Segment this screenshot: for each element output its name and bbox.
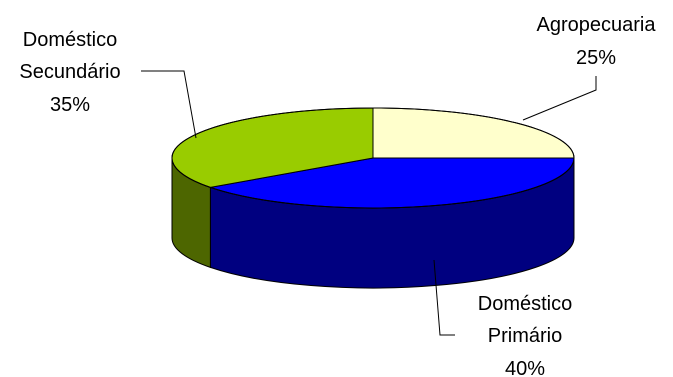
slice-label-secundario-value: 35% <box>50 94 90 116</box>
pie-top-rim <box>171 107 575 209</box>
leader-line-primario <box>433 259 455 336</box>
slice-label-agropecuaria-name: Agropecuaria <box>537 14 657 36</box>
pie-outline <box>171 107 575 209</box>
pie-slice-agro <box>372 107 575 159</box>
slice-label-agropecuaria-value: 25% <box>576 47 616 69</box>
leader-line-secundario <box>141 70 197 139</box>
slice-label-primario: Doméstico Primário 40% <box>433 259 572 377</box>
slice-label-secundario-name-2: Secundário <box>19 61 120 83</box>
slice-label-primario-value: 40% <box>505 358 545 377</box>
leader-line-agropecuaria <box>522 76 597 121</box>
slice-label-agropecuaria: Agropecuaria 25% <box>522 14 657 121</box>
slice-label-primario-name-2: Primário <box>488 325 562 347</box>
slice-label-primario-name-1: Doméstico <box>478 293 572 315</box>
slice-label-secundario-name-1: Doméstico <box>23 29 117 51</box>
pie-tops <box>171 107 575 209</box>
slice-label-secundario: Doméstico Secundário 35% <box>19 29 197 139</box>
